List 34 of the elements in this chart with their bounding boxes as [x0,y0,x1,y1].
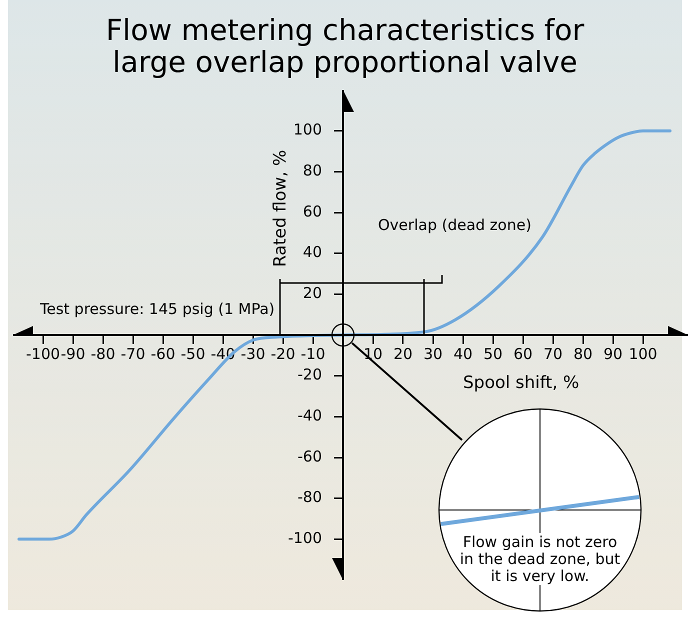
x-tick-label: -10 [300,344,326,363]
y-tick-label: -40 [298,406,322,425]
x-tick-label: -50 [180,344,206,363]
y-tick-label: 80 [302,162,322,180]
y-tick-label: -20 [298,366,322,384]
x-tick-label: -20 [270,344,296,363]
x-tick-label: -30 [240,344,266,363]
x-tick-label: 60 [513,344,533,363]
y-tick-label: -60 [298,447,322,466]
x-tick-label: 90 [603,344,623,363]
y-tick-label: -80 [298,488,322,506]
y-tick-label: 40 [302,243,322,262]
x-tick-label: -90 [60,344,86,363]
x-tick-label: -100 [26,344,60,363]
y-tick-label: -100 [288,529,322,548]
x-tick-label: 50 [483,344,503,363]
annotation: Flow gain is not zero in the dead zone, but it is very low. [460,533,620,585]
x-tick-label: 20 [393,344,413,363]
y-axis-title: Rated flow, % [270,150,290,267]
x-tick-label: 70 [543,344,563,363]
annotation: Overlap (dead zone) [378,216,532,234]
y-tick-label: 60 [302,202,322,220]
chart-title: Flow metering characteristics for large overlap proportional valve [104,13,586,79]
x-tick-label: -70 [120,344,146,363]
x-tick-label: 40 [453,344,473,363]
x-axis-title: Spool shift, % [463,372,580,393]
y-tick-label: 20 [302,284,322,302]
y-tick-label: 100 [293,120,322,139]
annotation: Test pressure: 145 psig (1 MPa) [40,300,275,318]
x-tick-label: 100 [628,344,658,363]
x-tick-label: -80 [90,344,116,363]
x-tick-label: 30 [423,344,443,363]
x-tick-label: -60 [150,344,176,363]
x-tick-label: 80 [573,344,593,363]
